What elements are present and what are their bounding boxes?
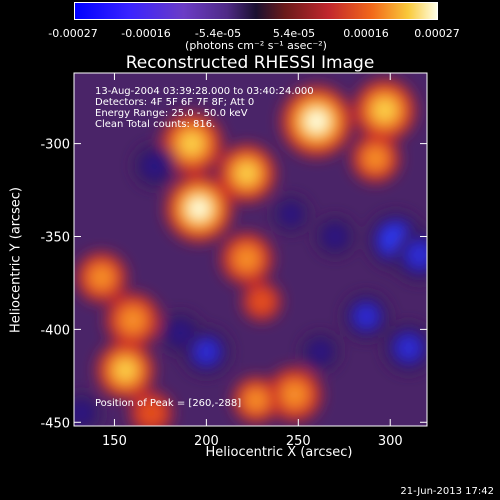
x-tick-label: 150 [102, 434, 127, 449]
negative-residual [383, 323, 427, 373]
colorbar-tick: -0.00016 [121, 27, 171, 40]
annotation-time: 13-Aug-2004 03:39:28.000 to 03:40:24.000 [95, 86, 314, 97]
footer-date: 21-Jun-2013 17:42 [400, 486, 494, 497]
emission-source [217, 144, 277, 203]
y-tick-label: -350 [40, 230, 70, 245]
emission-source [267, 367, 322, 422]
emission-source [160, 112, 223, 175]
emission-source [241, 281, 282, 322]
colorbar-tick: 5.4e-05 [272, 27, 316, 40]
emission-source [129, 391, 173, 426]
negative-residual [315, 216, 356, 257]
annotation-peak: Position of Peak = [260,-288] [95, 398, 242, 409]
colorbar [74, 2, 438, 20]
x-tick-label: 300 [378, 434, 403, 449]
negative-residual [393, 228, 427, 282]
negative-residual [159, 312, 202, 354]
chart-title: Reconstructed RHESSI Image [125, 53, 375, 73]
y-axis-label: Heliocentric Y (arcsec) [8, 187, 24, 333]
colorbar-tick: -5.4e-05 [194, 27, 242, 40]
y-tick-label: -300 [40, 138, 70, 153]
emission-source [232, 376, 280, 424]
y-tick-label: -400 [40, 323, 70, 338]
x-axis-label: Heliocentric X (arcsec) [205, 445, 353, 460]
annotation-method: Clean Total counts: 816. [95, 119, 216, 130]
x-tick-label: 250 [286, 434, 311, 449]
emission-source [351, 134, 400, 183]
negative-residual [133, 144, 177, 188]
emission-source [280, 85, 353, 158]
x-tick-label: 200 [194, 434, 219, 449]
negative-residual [272, 195, 310, 233]
annotation-detectors: Detectors: 4F 5F 6F 7F 8F; Att 0 [95, 97, 255, 108]
colorbar-units: (photons cm⁻² s⁻¹ asec⁻²) [185, 39, 327, 52]
colorbar-tick: 0.00027 [414, 27, 460, 40]
emission-source [220, 232, 274, 286]
emission-source [164, 174, 234, 243]
emission-source [96, 341, 155, 400]
annotation-energy: Energy Range: 25.0 - 50.0 keV [95, 108, 248, 119]
emission-source [76, 251, 127, 303]
negative-residual [343, 293, 390, 340]
emission-source [105, 292, 161, 348]
emission-source [353, 78, 416, 142]
y-tick-label: -450 [40, 416, 70, 431]
colorbar-tick: -0.00027 [48, 27, 98, 40]
negative-residual [301, 332, 340, 371]
plot-frame [73, 72, 428, 427]
negative-residual [74, 393, 102, 426]
colorbar-tick: 0.00016 [343, 27, 389, 40]
